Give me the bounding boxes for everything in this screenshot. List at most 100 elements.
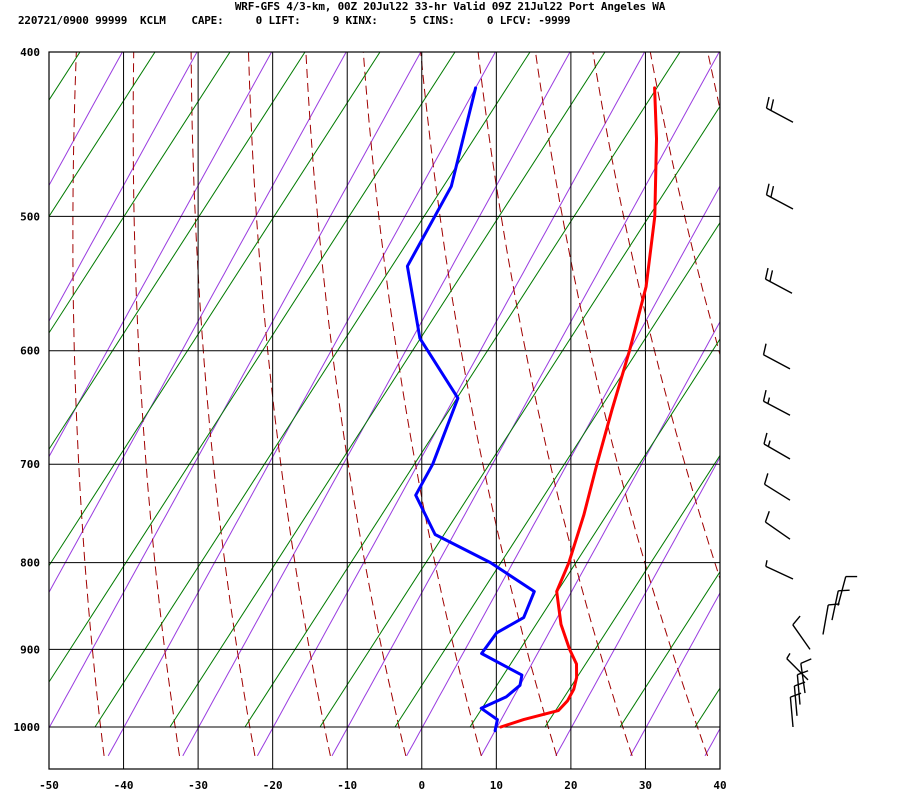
isotherm-line [49,52,123,187]
wind-barb-staff [822,604,829,635]
wind-barb-full-flag [838,589,850,592]
wind-barb-staff [766,107,794,123]
wind-barb-full-flag [770,99,775,111]
wind-barb-full-flag [765,96,770,109]
wind-barb [786,652,809,681]
wind-barb-full-flag [792,615,801,626]
wind-barb-half-flag [786,652,791,659]
temperature-tick-label: 0 [418,779,425,792]
station-stats: 220721/0900 99999 KCLM CAPE: 0 LIFT: 9 K… [18,14,571,27]
dry-adiabat-line [880,52,900,756]
temperature-tick-label: 40 [713,779,726,792]
wind-barb [800,658,812,694]
dry-adiabat-line [305,52,407,757]
wind-barbs [762,96,858,728]
moist-adiabat-line [49,52,81,102]
wind-barb [763,473,791,501]
wind-barb [792,615,811,650]
dry-adiabat-line [72,52,105,756]
wind-barb [822,603,840,635]
moist-adiabat-line [49,52,231,334]
wind-barb [762,389,791,416]
moist-adiabat-line [244,52,681,728]
moist-adiabat-line [619,570,720,728]
wind-barb-half-flag [767,397,771,404]
wind-barb-staff [796,674,801,705]
dry-adiabat-line [823,52,900,756]
temperature-tick-label: -20 [263,779,283,792]
wind-barb-staff [786,658,809,681]
isotherm-line [49,52,198,323]
dry-adiabat-line [592,52,720,581]
dry-adiabat-line [132,52,180,756]
dry-adiabat-line [765,52,900,756]
isotherm-line [331,52,720,757]
pressure-tick-label: 400 [20,46,40,59]
wind-barb [764,511,791,540]
moist-adiabat-line [694,687,720,728]
wind-barb [765,96,794,123]
wind-barb-full-flag [763,432,768,445]
moist-adiabat-line [169,52,606,728]
wind-barb [763,432,791,460]
plot-frame [48,51,721,770]
dry-adiabat-line [707,52,720,112]
temperature-tick-label: -10 [337,779,357,792]
wind-barb [765,183,794,210]
dry-adiabat-line [190,52,256,756]
moist-adiabat-line [49,52,156,218]
wind-barb-staff [789,697,794,728]
wind-barb-full-flag [764,511,770,523]
isotherm-line [49,52,273,458]
moist-adiabat-line [49,52,456,683]
wind-barb-full-flag [764,267,769,280]
wind-barb [831,589,850,621]
wind-barb [837,575,858,606]
dry-adiabat-line [535,52,709,757]
temperature-tick-label: -50 [39,779,59,792]
wind-barb-full-flag [763,473,769,485]
wind-barb-full-flag [770,185,775,198]
wind-barb-half-flag [765,560,768,567]
pressure-tick-label: 600 [20,345,40,358]
wind-barb-staff [837,576,847,606]
axis-labels: 400 500 600 700 800 900 1000 -50 -40 -30 -20 -10 0 10… [14,46,727,792]
isotherm-line [107,52,496,757]
moist-adiabat-line [0,52,5,727]
chart-title: WRF-GFS 4/3-km, 00Z 20Jul22 33-hr Valid … [234,0,666,13]
chart-header: WRF-GFS 4/3-km, 00Z 20Jul22 33-hr Valid … [0,0,900,30]
profiles [405,86,658,733]
isotherm-line [256,52,646,757]
wind-barb-staff [831,590,839,621]
wind-barb-full-flag [762,389,767,402]
isotherm-line [629,591,720,757]
temperature-tick-label: 10 [490,779,503,792]
wind-barb-full-flag [762,343,767,355]
background-lines [0,52,900,757]
dry-adiabat-line [248,52,331,757]
wind-barb-full-flag [800,658,812,665]
dry-adiabat-line [477,52,633,757]
temperature-tick-label: 30 [639,779,652,792]
isotherm-line [555,456,720,757]
wind-barb [762,343,791,370]
pressure-tick-label: 700 [20,458,40,471]
temperature-profile-line [499,86,658,729]
wind-barb-staff [764,483,791,501]
dewpoint-profile-line [405,86,536,733]
wind-barb-staff [793,685,798,716]
moist-adiabat-line [544,454,720,728]
dry-adiabat-line [649,52,720,357]
temperature-tick-label: -30 [188,779,208,792]
wind-barb-staff [792,624,811,650]
wind-barb [764,267,793,294]
wind-barb-staff [765,565,794,580]
moist-adiabat-line [49,52,306,451]
pressure-tick-label: 900 [20,643,40,656]
moist-adiabat-line [469,338,720,728]
temperature-tick-label: 20 [564,779,577,792]
wind-barb-half-flag [767,440,771,447]
moist-adiabat-line [394,221,720,728]
isotherm-line [406,185,720,757]
